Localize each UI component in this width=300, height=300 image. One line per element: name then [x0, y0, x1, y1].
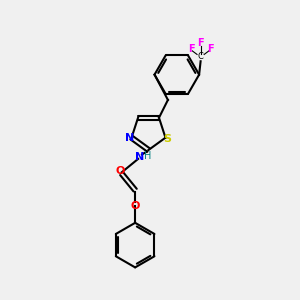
Text: O: O — [116, 166, 125, 176]
Text: C: C — [198, 52, 203, 61]
Text: H: H — [144, 151, 152, 161]
Text: O: O — [130, 202, 140, 212]
Text: N: N — [125, 133, 135, 143]
Text: F: F — [188, 44, 194, 54]
Text: F: F — [207, 44, 213, 54]
Text: N: N — [135, 152, 144, 162]
Text: F: F — [197, 38, 204, 48]
Text: S: S — [163, 134, 171, 144]
